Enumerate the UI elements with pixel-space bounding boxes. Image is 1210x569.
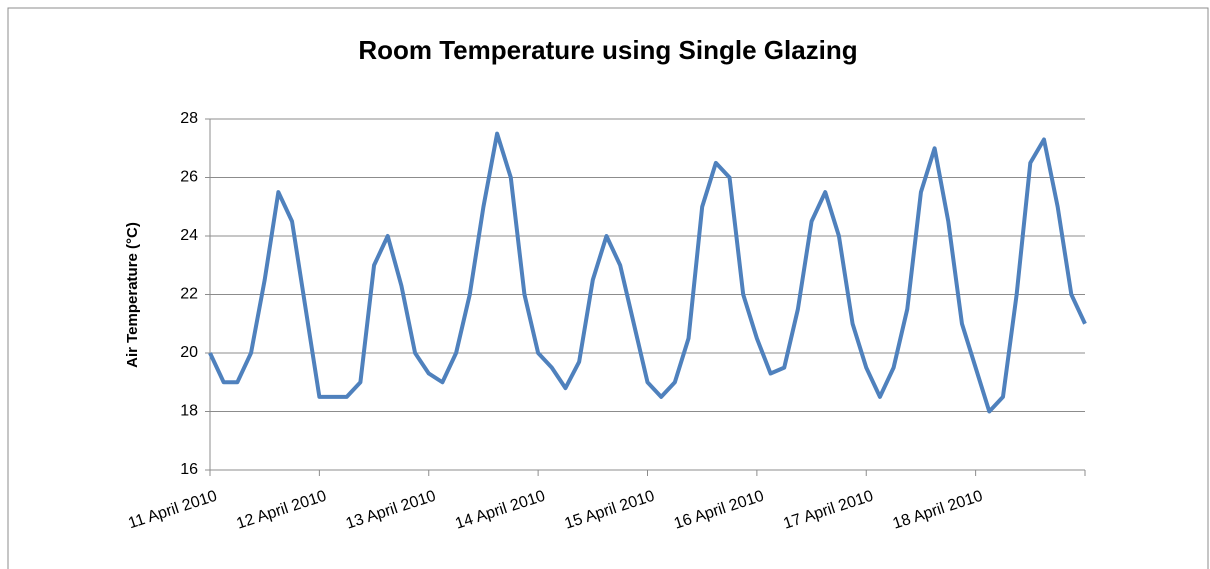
y-tick-label: 20 bbox=[180, 344, 198, 361]
chart-title: Room Temperature using Single Glazing bbox=[358, 35, 857, 65]
y-tick-label: 28 bbox=[180, 110, 198, 127]
y-tick-label: 24 bbox=[180, 227, 198, 244]
y-tick-label: 26 bbox=[180, 169, 198, 186]
chart-frame bbox=[7, 7, 1209, 569]
y-tick-label: 18 bbox=[180, 403, 198, 420]
y-axis-label: Air Temperature (°C) bbox=[124, 222, 141, 368]
y-tick-label: 16 bbox=[180, 461, 198, 478]
y-tick-label: 22 bbox=[180, 286, 198, 303]
line-series bbox=[208, 131, 1087, 414]
